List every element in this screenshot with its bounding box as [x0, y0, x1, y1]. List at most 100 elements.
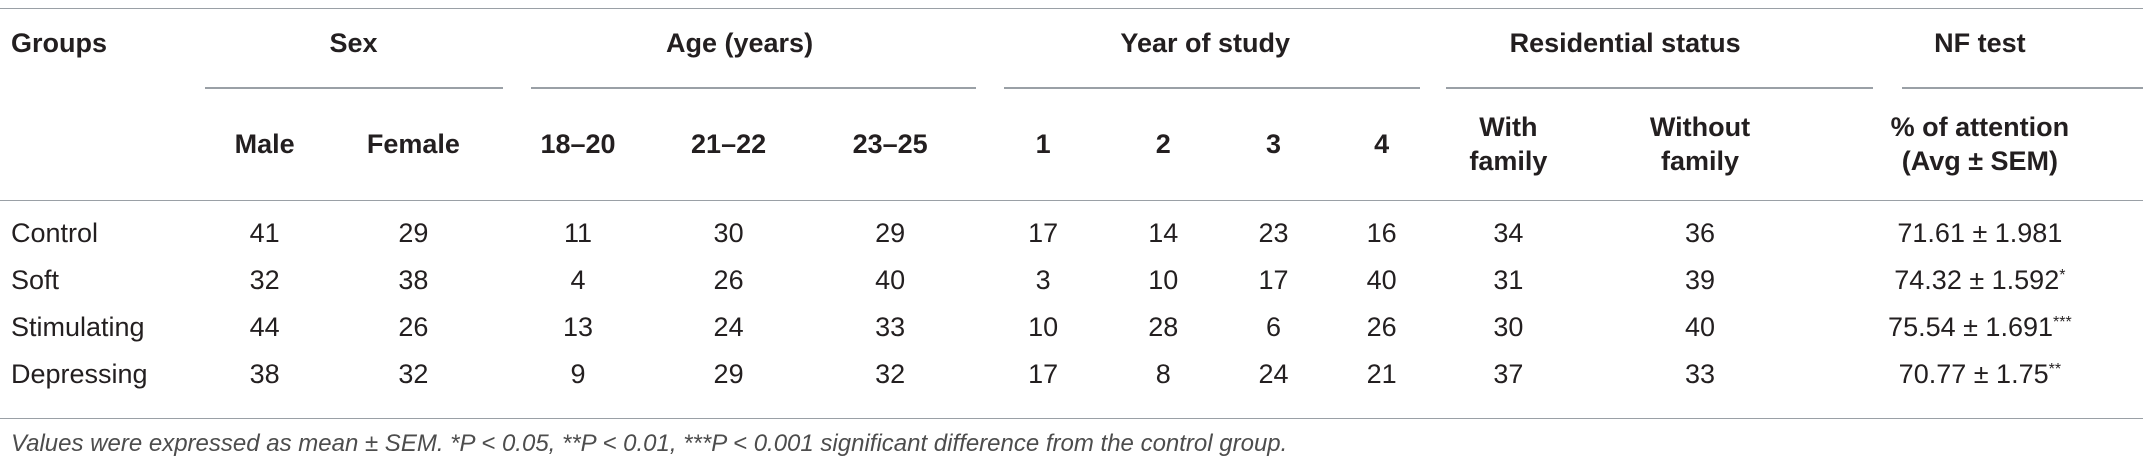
year-2-count: 14 — [1148, 218, 1179, 248]
year-span-rule — [1004, 87, 1420, 89]
age-21-22-header: 21–22 — [691, 129, 767, 159]
table-row: Stimulating 44 26 13 24 33 10 28 6 26 30… — [0, 304, 2143, 351]
age-18-20-header: 18–20 — [540, 129, 616, 159]
year-1-count: 17 — [1028, 218, 1059, 248]
without-family-header: Without family — [1583, 88, 1816, 200]
with-family-count: 31 — [1493, 265, 1524, 295]
age-21-22-count: 26 — [713, 265, 744, 295]
significance-marker: * — [2059, 267, 2066, 284]
table-row: Soft 32 38 4 26 40 3 10 17 40 31 39 74.3… — [0, 257, 2143, 304]
attention-value: 70.77 ± 1.75** — [1817, 351, 2143, 410]
group-name: Depressing — [11, 359, 148, 389]
year-3-count: 24 — [1258, 359, 1289, 389]
significance-marker: *** — [2053, 314, 2072, 331]
attention-mean-sem: 75.54 ± 1.691 — [1888, 312, 2053, 342]
age-18-20-count: 4 — [570, 265, 586, 295]
year-1-count: 17 — [1028, 359, 1059, 389]
without-family-count: 40 — [1684, 312, 1716, 342]
age-21-22-count: 29 — [713, 359, 744, 389]
male-count: 38 — [249, 359, 280, 389]
year-2-header: 2 — [1155, 129, 1171, 159]
top-rule — [0, 8, 2143, 9]
female-count: 32 — [398, 359, 429, 389]
year-of-study-header: Year of study — [1120, 28, 1290, 58]
year-1-count: 3 — [1035, 265, 1051, 295]
year-4-count: 40 — [1366, 265, 1397, 295]
age-18-20-count: 11 — [563, 218, 592, 248]
sex-span-rule — [205, 87, 503, 89]
attention-header: % of attention (Avg ± SEM) — [1817, 88, 2143, 200]
attention-value: 71.61 ± 1.981 — [1817, 200, 2143, 257]
data-table: Groups Sex Age (years) Year of study Res… — [0, 8, 2143, 410]
male-header: Male — [234, 129, 295, 159]
attention-line1: % of attention — [1890, 112, 2070, 142]
nf-test-header: NF test — [1934, 28, 2026, 58]
groups-subheader-empty — [0, 88, 205, 200]
male-count: 41 — [249, 218, 280, 248]
age-21-22-count: 24 — [713, 312, 744, 342]
header-row-sub: Male Female 18–20 21–22 23–25 1 2 3 4 Wi… — [0, 88, 2143, 200]
header-rule — [0, 200, 2143, 201]
attention-line2: (Avg ± SEM) — [1901, 146, 2059, 176]
male-count: 44 — [249, 312, 280, 342]
male-count: 32 — [249, 265, 280, 295]
header-row-groups: Groups Sex Age (years) Year of study Res… — [0, 8, 2143, 88]
age-23-25-count: 29 — [875, 218, 906, 248]
table-footnote: Values were expressed as mean ± SEM. *P … — [11, 430, 1288, 457]
year-4-header: 4 — [1374, 129, 1390, 159]
residential-span-rule — [1446, 87, 1873, 89]
table-row: Depressing 38 32 9 29 32 17 8 24 21 37 3… — [0, 351, 2143, 410]
year-3-count: 6 — [1265, 312, 1281, 342]
female-count: 29 — [398, 218, 429, 248]
age-23-25-header: 23–25 — [852, 129, 928, 159]
bottom-rule — [0, 418, 2143, 419]
without-family-count: 36 — [1684, 218, 1716, 248]
with-family-count: 30 — [1493, 312, 1524, 342]
year-3-count: 23 — [1258, 218, 1289, 248]
age-23-25-count: 32 — [875, 359, 906, 389]
age-header: Age (years) — [666, 28, 814, 58]
age-23-25-count: 33 — [875, 312, 906, 342]
group-name: Control — [11, 218, 99, 248]
age-18-20-count: 9 — [570, 359, 586, 389]
with-family-count: 37 — [1493, 359, 1524, 389]
year-4-count: 16 — [1366, 218, 1397, 248]
female-count: 26 — [398, 312, 429, 342]
groups-header: Groups — [11, 28, 108, 58]
without-family-count: 33 — [1684, 359, 1716, 389]
female-count: 38 — [398, 265, 429, 295]
female-header: Female — [366, 129, 460, 159]
table-row: Control 41 29 11 30 29 17 14 23 16 34 36… — [0, 200, 2143, 257]
with-family-count: 34 — [1493, 218, 1524, 248]
age-18-20-count: 13 — [562, 312, 594, 342]
year-1-header: 1 — [1035, 129, 1051, 159]
attention-mean-sem: 70.77 ± 1.75 — [1898, 359, 2049, 389]
year-3-header: 3 — [1265, 129, 1281, 159]
nf-span-rule — [1902, 87, 2143, 89]
attention-value: 75.54 ± 1.691*** — [1817, 304, 2143, 351]
year-2-count: 10 — [1148, 265, 1179, 295]
with-family-header: With family — [1434, 88, 1584, 200]
age-span-rule — [531, 87, 976, 89]
attention-value: 74.32 ± 1.592* — [1817, 257, 2143, 304]
year-2-count: 8 — [1155, 359, 1171, 389]
without-family-line2: family — [1660, 146, 1740, 176]
without-family-line1: Without — [1649, 112, 1751, 142]
year-2-count: 28 — [1148, 312, 1179, 342]
sex-header: Sex — [329, 28, 378, 58]
attention-mean-sem: 71.61 ± 1.981 — [1897, 218, 2063, 248]
with-family-line1: With — [1479, 112, 1538, 142]
age-23-25-count: 40 — [875, 265, 906, 295]
year-1-count: 10 — [1028, 312, 1059, 342]
residential-status-header: Residential status — [1509, 28, 1741, 58]
significance-marker: ** — [2048, 361, 2062, 378]
group-name: Soft — [11, 265, 60, 295]
age-21-22-count: 30 — [713, 218, 744, 248]
without-family-count: 39 — [1684, 265, 1716, 295]
group-name: Stimulating — [11, 312, 145, 342]
year-3-count: 17 — [1258, 265, 1289, 295]
with-family-line2: family — [1469, 146, 1548, 176]
year-4-count: 21 — [1366, 359, 1397, 389]
attention-mean-sem: 74.32 ± 1.592 — [1894, 265, 2060, 295]
